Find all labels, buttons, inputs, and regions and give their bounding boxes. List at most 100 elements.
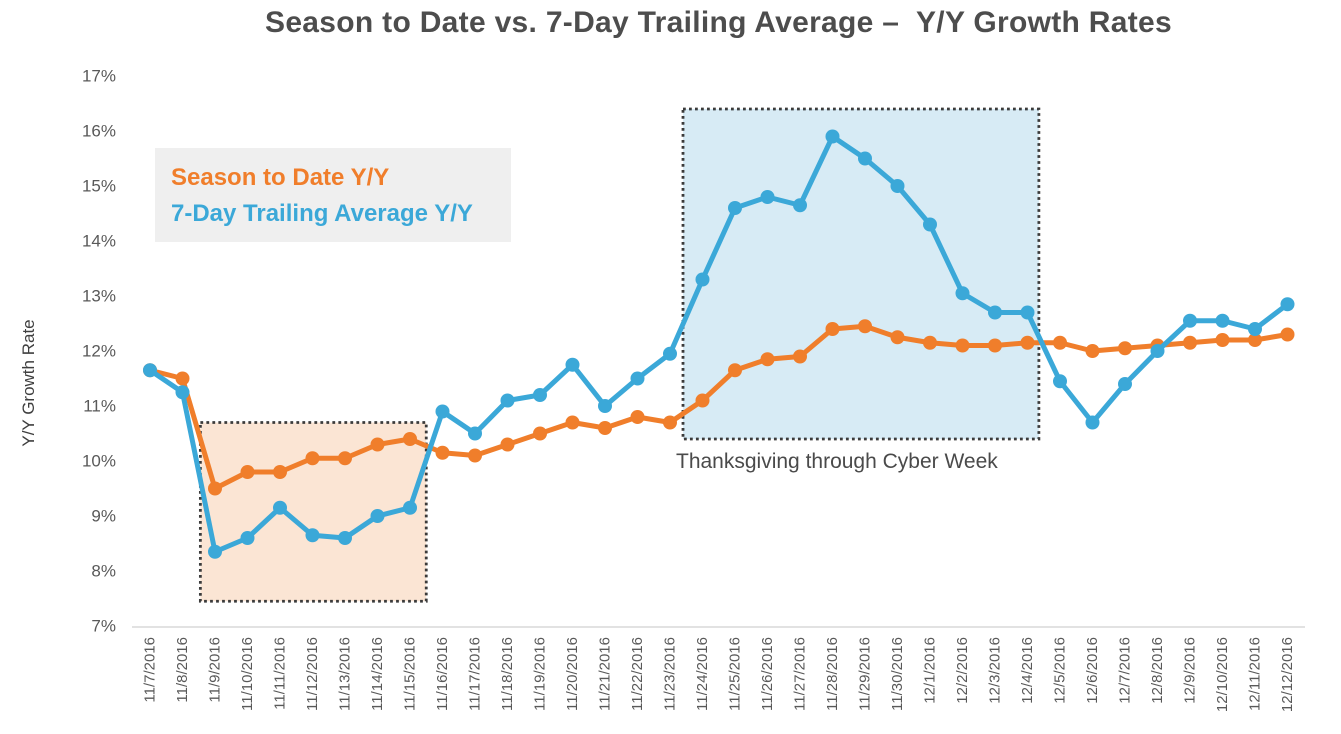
data-point-trailing-average xyxy=(403,500,417,515)
data-point-trailing-average xyxy=(890,179,905,193)
y-tick-label: 15% xyxy=(82,177,116,196)
x-tick-label: 11/16/2016 xyxy=(434,637,451,711)
data-point-trailing-average xyxy=(273,500,287,515)
x-tick-label: 11/26/2016 xyxy=(759,637,776,711)
x-tick-label: 11/19/2016 xyxy=(532,637,549,711)
data-point-season-to-date xyxy=(403,432,417,446)
data-point-trailing-average xyxy=(338,531,352,545)
data-point-season-to-date xyxy=(1020,335,1035,350)
region-border-thanksgiving-cyber-week xyxy=(681,107,1041,441)
y-tick-label: 16% xyxy=(82,122,116,141)
x-tick-label: 11/17/2016 xyxy=(467,637,484,711)
data-point-season-to-date xyxy=(630,410,645,424)
x-tick-label: 11/22/2016 xyxy=(629,637,646,711)
data-point-season-to-date xyxy=(728,363,742,378)
x-tick-label: 11/13/2016 xyxy=(337,637,354,711)
data-point-season-to-date xyxy=(273,465,287,479)
x-tick-label: 11/30/2016 xyxy=(889,637,906,711)
x-tick-label: 11/8/2016 xyxy=(174,637,191,703)
x-tick-label: 12/5/2016 xyxy=(1052,637,1069,704)
data-point-season-to-date xyxy=(565,415,580,430)
x-tick-label: 12/3/2016 xyxy=(987,637,1004,704)
y-tick-label: 7% xyxy=(91,617,116,636)
data-point-trailing-average xyxy=(240,531,255,545)
data-point-trailing-average xyxy=(1085,415,1100,430)
data-point-trailing-average xyxy=(1020,305,1035,320)
data-point-season-to-date xyxy=(1280,327,1295,342)
x-tick-label: 12/4/2016 xyxy=(1019,637,1036,704)
data-point-season-to-date xyxy=(793,349,807,364)
x-tick-label: 11/29/2016 xyxy=(857,637,874,711)
data-point-trailing-average xyxy=(923,217,937,232)
x-tick-label: 11/27/2016 xyxy=(792,637,809,711)
data-point-season-to-date xyxy=(988,338,1002,353)
data-point-trailing-average xyxy=(1248,322,1262,336)
data-point-season-to-date xyxy=(338,451,352,466)
data-point-season-to-date xyxy=(1053,335,1067,350)
data-point-trailing-average xyxy=(1215,313,1230,328)
data-point-trailing-average xyxy=(955,286,970,301)
x-tick-label: 11/9/2016 xyxy=(207,637,224,703)
region-label-thanksgiving-cyber-week: Thanksgiving through Cyber Week xyxy=(676,450,998,473)
data-point-trailing-average xyxy=(435,404,450,419)
data-point-trailing-average xyxy=(825,129,840,144)
data-point-season-to-date xyxy=(858,319,872,334)
data-point-trailing-average xyxy=(305,528,320,543)
x-tick-label: 11/7/2016 xyxy=(142,637,159,703)
data-point-season-to-date xyxy=(825,322,840,336)
data-point-trailing-average xyxy=(598,399,612,413)
data-point-season-to-date xyxy=(1085,344,1100,358)
x-tick-label: 11/12/2016 xyxy=(304,637,321,711)
data-point-season-to-date xyxy=(533,426,547,441)
data-point-season-to-date xyxy=(240,465,255,479)
data-point-season-to-date xyxy=(435,445,450,460)
data-point-trailing-average xyxy=(1280,297,1295,312)
x-tick-label: 11/14/2016 xyxy=(369,637,386,711)
data-point-trailing-average xyxy=(1183,313,1197,328)
legend-item-season-to-date: Season to Date Y/Y xyxy=(171,164,390,191)
data-point-season-to-date xyxy=(1183,335,1197,350)
data-point-trailing-average xyxy=(1118,377,1132,391)
x-tick-label: 11/28/2016 xyxy=(824,637,841,711)
data-point-season-to-date xyxy=(663,415,677,430)
data-point-trailing-average xyxy=(208,544,222,559)
x-tick-label: 11/23/2016 xyxy=(662,637,679,711)
x-tick-label: 11/24/2016 xyxy=(694,637,711,711)
y-tick-label: 8% xyxy=(91,562,116,581)
y-tick-label: 14% xyxy=(82,232,116,251)
data-point-trailing-average xyxy=(565,357,580,372)
data-point-season-to-date xyxy=(500,437,515,452)
data-point-season-to-date xyxy=(760,352,775,367)
data-point-trailing-average xyxy=(143,363,157,378)
region-border-early-season-dip xyxy=(198,421,428,603)
data-point-trailing-average xyxy=(760,190,775,204)
x-tick-label: 11/11/2016 xyxy=(272,637,289,710)
data-point-trailing-average xyxy=(858,151,872,166)
y-tick-label: 13% xyxy=(82,287,116,306)
data-point-trailing-average xyxy=(695,272,710,287)
y-tick-label: 12% xyxy=(82,342,116,361)
data-point-season-to-date xyxy=(1118,341,1132,356)
data-point-trailing-average xyxy=(793,198,807,213)
legend-item-trailing-average: 7-Day Trailing Average Y/Y xyxy=(171,200,473,227)
x-tick-label: 11/21/2016 xyxy=(597,637,614,711)
data-point-season-to-date xyxy=(598,421,612,435)
data-point-season-to-date xyxy=(923,335,937,350)
data-point-season-to-date xyxy=(208,481,222,496)
data-point-trailing-average xyxy=(663,346,677,361)
x-tick-label: 12/10/2016 xyxy=(1214,637,1231,712)
data-point-season-to-date xyxy=(890,330,905,345)
x-tick-label: 12/1/2016 xyxy=(922,637,939,704)
chart-title: Season to Date vs. 7-Day Trailing Averag… xyxy=(265,6,1172,39)
data-point-trailing-average xyxy=(728,201,742,215)
data-point-trailing-average xyxy=(500,393,515,408)
y-tick-label: 17% xyxy=(82,67,116,86)
data-point-season-to-date xyxy=(468,448,482,463)
data-point-trailing-average xyxy=(370,509,385,523)
x-tick-label: 12/8/2016 xyxy=(1149,637,1166,704)
data-point-season-to-date xyxy=(695,393,710,408)
data-point-trailing-average xyxy=(533,388,547,402)
x-tick-label: 12/11/2016 xyxy=(1247,637,1264,711)
data-point-trailing-average xyxy=(1053,374,1067,389)
